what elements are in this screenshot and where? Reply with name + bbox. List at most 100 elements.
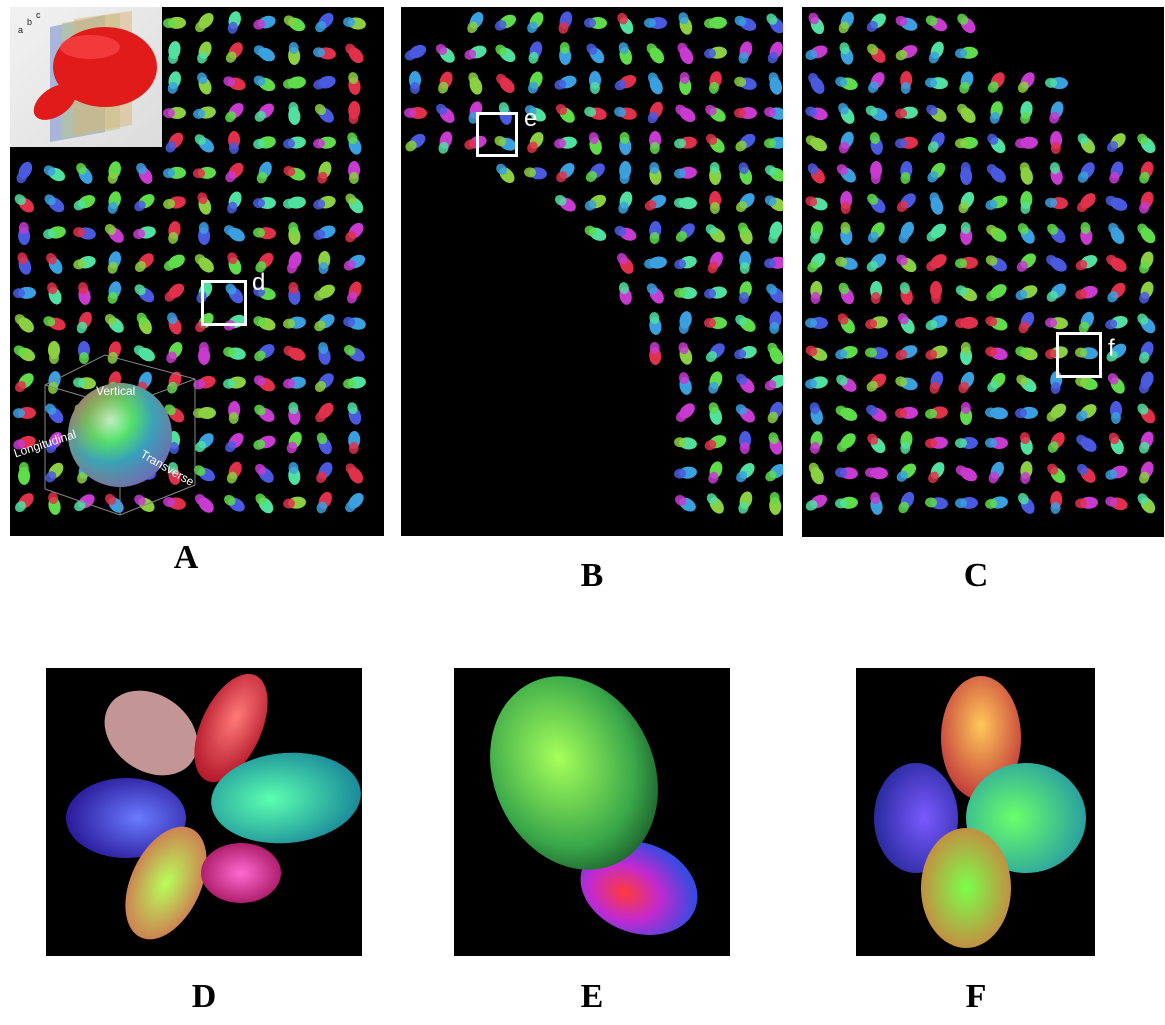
glyph (810, 431, 823, 454)
glyph (930, 281, 942, 304)
glyph (343, 17, 366, 30)
glyph (45, 462, 64, 483)
panel-label-c: C (963, 557, 989, 594)
glyph (225, 162, 244, 183)
glyph (227, 11, 241, 34)
glyph (228, 401, 241, 424)
glyph (895, 136, 918, 149)
glyph (764, 195, 783, 212)
glyph (735, 133, 756, 152)
glyph (649, 221, 662, 244)
glyph (314, 104, 334, 123)
glyph (704, 46, 727, 59)
glyph (166, 342, 183, 364)
roi-label-e: e (524, 105, 538, 132)
glyph (253, 316, 276, 331)
glyph (193, 465, 216, 482)
glyph (253, 45, 275, 62)
glyph (769, 492, 782, 515)
glyph (195, 13, 214, 33)
glyph (900, 431, 913, 454)
glyph (955, 436, 978, 449)
glyph (107, 191, 121, 214)
glyph (835, 256, 858, 270)
glyph (988, 461, 1004, 484)
glyph (735, 404, 755, 423)
glyph (73, 255, 96, 270)
glyph (678, 12, 693, 35)
glyph (253, 196, 276, 209)
glyph (345, 463, 364, 484)
glyph (617, 12, 634, 35)
glyph (985, 195, 1008, 210)
glyph (288, 42, 301, 65)
glyph (867, 43, 886, 63)
glyph (989, 101, 1003, 124)
glyph (13, 406, 36, 419)
glyph (584, 17, 607, 30)
glyph (343, 254, 366, 271)
glyph (283, 76, 306, 89)
glyph (228, 131, 241, 154)
glyph (15, 373, 34, 393)
glyph (869, 132, 883, 155)
glyph (316, 462, 333, 484)
glyph (1110, 401, 1123, 424)
glyph (708, 402, 723, 425)
glyph (136, 162, 153, 184)
glyph (675, 495, 696, 512)
glyph (1105, 195, 1128, 211)
glyph (764, 374, 783, 391)
glyph (1020, 191, 1033, 214)
glyph (1105, 315, 1128, 330)
roi-label-f: f (1108, 335, 1115, 362)
glyph (958, 371, 975, 394)
glyph (163, 106, 186, 119)
glyph (343, 376, 366, 389)
glyph (348, 101, 361, 124)
glyph (1107, 133, 1126, 153)
inset-letter-c: c (36, 10, 41, 20)
glyph (556, 162, 575, 183)
glyph (895, 345, 918, 361)
glyph (865, 316, 888, 330)
glyph (705, 224, 726, 243)
glyph (899, 282, 913, 305)
glyph (1137, 493, 1156, 514)
panel-label-d: D (191, 978, 217, 1015)
glyph (955, 465, 978, 482)
glyph (709, 162, 722, 185)
glyph (1137, 313, 1156, 334)
glyph (955, 285, 978, 302)
glyph (985, 316, 1008, 331)
crossing-fiber-glyph-f (874, 676, 1086, 948)
glyph (1078, 311, 1094, 334)
glyph (955, 136, 978, 149)
glyph (866, 373, 887, 392)
glyph (1105, 465, 1128, 480)
glyph (165, 132, 184, 153)
glyph (649, 131, 662, 154)
glyph (348, 72, 361, 95)
glyph (1075, 347, 1098, 360)
glyph (1015, 346, 1038, 361)
glyph (1015, 406, 1038, 419)
glyph (1015, 285, 1038, 301)
glyph (614, 106, 637, 120)
glyph (839, 42, 854, 65)
glyph (928, 462, 945, 484)
glyph (1016, 374, 1037, 393)
glyph (646, 283, 664, 304)
glyph (708, 371, 723, 394)
glyph (467, 12, 484, 34)
glyph (838, 282, 854, 305)
glyph (644, 17, 667, 29)
glyph (805, 196, 828, 211)
glyph (1077, 463, 1096, 483)
glyph (555, 103, 575, 123)
glyph (223, 225, 245, 242)
panel-label-a: A (173, 539, 199, 576)
glyph (318, 251, 331, 274)
glyph (468, 72, 483, 95)
glyph (678, 342, 693, 365)
